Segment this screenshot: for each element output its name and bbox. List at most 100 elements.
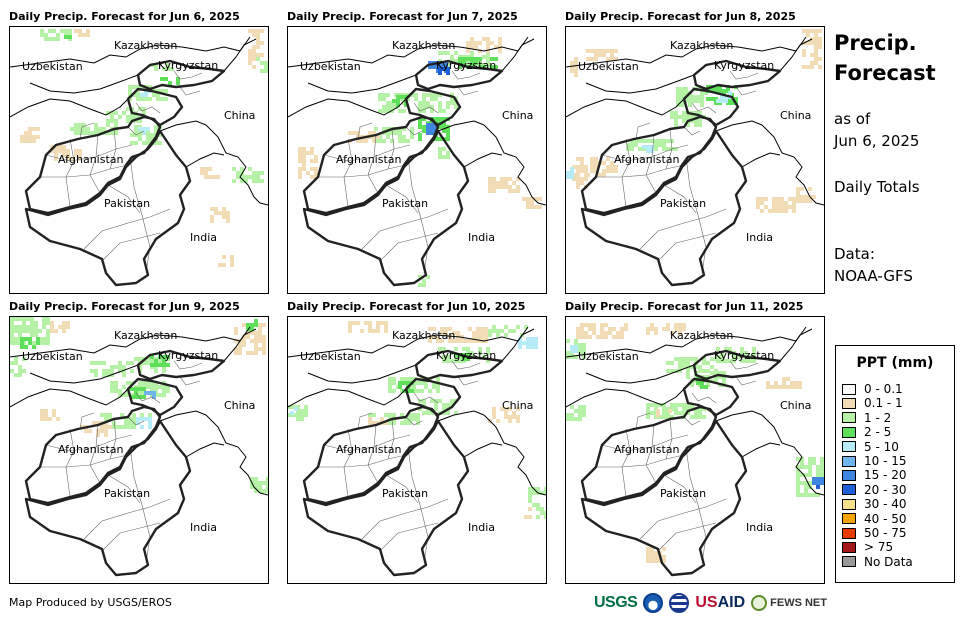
- legend-label: 2 - 5: [864, 425, 892, 440]
- precip-map: Kazakhstan Uzbekistan Kyrgyzstan China Afgha…: [565, 26, 825, 294]
- country-label-afghanistan: Afghanistan: [336, 153, 402, 166]
- fews-net-logo: FEWS NET: [751, 595, 827, 611]
- fews-globe-icon: [751, 595, 768, 611]
- legend-swatch: [842, 498, 856, 510]
- legend-label: 0.1 - 1: [864, 396, 903, 411]
- country-label-uzbekistan: Uzbekistan: [300, 350, 361, 363]
- country-label-china: China: [502, 399, 533, 412]
- country-label-kyrgyzstan: Kyrgyzstan: [158, 349, 218, 362]
- country-label-afghanistan: Afghanistan: [614, 443, 680, 456]
- fews-net-label: FEWS NET: [770, 597, 827, 609]
- usgs-logo: USGS: [594, 594, 638, 611]
- country-label-afghanistan: Afghanistan: [58, 153, 124, 166]
- country-label-uzbekistan: Uzbekistan: [578, 350, 639, 363]
- map-canvas: Kazakhstan Uzbekistan Kyrgyzstan China Afgha…: [10, 317, 268, 577]
- data-source-text: Data: NOAA-GFS: [834, 243, 913, 287]
- tajikistan-outline: [404, 377, 462, 417]
- country-label-kazakhstan: Kazakhstan: [670, 39, 733, 52]
- panel-title: Daily Precip. Forecast for Jun 8, 2025: [565, 10, 796, 23]
- country-label-kazakhstan: Kazakhstan: [670, 329, 733, 342]
- legend-swatch: [842, 527, 856, 539]
- map-credit: Map Produced by USGS/EROS: [9, 596, 172, 609]
- legend-item: 5 - 10: [842, 440, 899, 454]
- country-label-india: India: [746, 231, 773, 244]
- pakistan-outline: [24, 419, 192, 577]
- country-label-china: China: [224, 399, 255, 412]
- legend-label: 50 - 75: [864, 526, 907, 540]
- legend-item: > 75: [842, 540, 893, 554]
- legend-swatch: [842, 513, 856, 525]
- country-label-india: India: [468, 521, 495, 534]
- country-label-kyrgyzstan: Kyrgyzstan: [158, 59, 218, 72]
- country-label-kyrgyzstan: Kyrgyzstan: [436, 349, 496, 362]
- tajikistan-outline: [126, 377, 184, 417]
- country-label-kazakhstan: Kazakhstan: [114, 39, 177, 52]
- country-label-pakistan: Pakistan: [660, 197, 706, 210]
- tajikistan-outline: [404, 87, 462, 127]
- forecast-title-line1: Precip.: [834, 31, 917, 55]
- map-canvas: Kazakhstan Uzbekistan Kyrgyzstan China Afgha…: [566, 29, 824, 287]
- legend-swatch: [842, 469, 856, 481]
- usaid-logo: USAID: [695, 594, 745, 612]
- precip-layer: [298, 37, 542, 287]
- country-label-kyrgyzstan: Kyrgyzstan: [714, 349, 774, 362]
- map-canvas: Kazakhstan Uzbekistan Kyrgyzstan China Afgha…: [288, 321, 546, 577]
- legend-label: 0 - 0.1: [864, 382, 903, 396]
- country-label-india: India: [468, 231, 495, 244]
- legend-swatch: [842, 541, 856, 553]
- legend-item: 15 - 20: [842, 468, 907, 482]
- precip-map: Kazakhstan Uzbekistan Kyrgyzstan China Afgha…: [287, 26, 547, 294]
- country-label-china: China: [224, 109, 255, 122]
- as-of-date: Jun 6, 2025: [834, 132, 920, 150]
- nasa-style-seal-icon: [669, 593, 690, 613]
- kyrgyzstan-outline: [136, 59, 226, 91]
- legend-swatch: [842, 426, 856, 438]
- country-label-pakistan: Pakistan: [104, 487, 150, 500]
- forecast-title-line2: Forecast: [834, 61, 936, 85]
- legend-item: 1 - 2: [842, 411, 891, 425]
- pakistan-outline: [580, 129, 748, 287]
- country-label-pakistan: Pakistan: [660, 487, 706, 500]
- kyrgyzstan-outline: [414, 59, 504, 91]
- tajikistan-outline: [682, 377, 740, 417]
- as-of-text: as of Jun 6, 2025: [834, 108, 919, 152]
- legend-label: 10 - 15: [864, 454, 907, 468]
- precip-layer: [20, 29, 268, 267]
- country-label-pakistan: Pakistan: [382, 197, 428, 210]
- country-label-kazakhstan: Kazakhstan: [392, 329, 455, 342]
- map-canvas: Kazakhstan Uzbekistan Kyrgyzstan China Afgha…: [566, 323, 824, 577]
- country-label-kazakhstan: Kazakhstan: [392, 39, 455, 52]
- as-of-label: as of: [834, 110, 871, 128]
- panel-title: Daily Precip. Forecast for Jun 9, 2025: [9, 300, 240, 313]
- legend-item: No Data: [842, 555, 913, 569]
- country-label-china: China: [780, 109, 811, 122]
- legend-title: PPT (mm): [856, 355, 934, 371]
- noaa-logo-icon: [643, 593, 664, 613]
- legend-item: 30 - 40: [842, 497, 907, 511]
- country-label-afghanistan: Afghanistan: [336, 443, 402, 456]
- kyrgyzstan-outline: [414, 349, 504, 381]
- precip-layer: [10, 317, 268, 493]
- map-canvas: Kazakhstan Uzbekistan Kyrgyzstan China Afgha…: [10, 29, 268, 287]
- data-source-value: NOAA-GFS: [834, 267, 913, 285]
- country-label-india: India: [746, 521, 773, 534]
- country-label-uzbekistan: Uzbekistan: [22, 350, 83, 363]
- country-label-kyrgyzstan: Kyrgyzstan: [436, 59, 496, 72]
- panel-title: Daily Precip. Forecast for Jun 7, 2025: [287, 10, 518, 23]
- country-label-india: India: [190, 231, 217, 244]
- logo-strip: USGS USAID FEWS NET: [594, 590, 827, 616]
- legend-swatch: [842, 397, 856, 409]
- daily-totals-text: Daily Totals: [834, 178, 920, 196]
- legend-label: > 75: [864, 540, 894, 555]
- pakistan-outline: [24, 129, 192, 287]
- precip-map: Kazakhstan Uzbekistan Kyrgyzstan China Afgha…: [9, 26, 269, 294]
- legend-swatch: [842, 412, 856, 424]
- legend-label: No Data: [864, 554, 913, 569]
- country-label-china: China: [502, 109, 533, 122]
- legend-item: 20 - 30: [842, 483, 907, 497]
- legend-swatch: [842, 556, 856, 568]
- country-label-uzbekistan: Uzbekistan: [578, 60, 639, 73]
- legend-label: 5 - 10: [864, 439, 899, 454]
- legend-label: 15 - 20: [864, 468, 907, 483]
